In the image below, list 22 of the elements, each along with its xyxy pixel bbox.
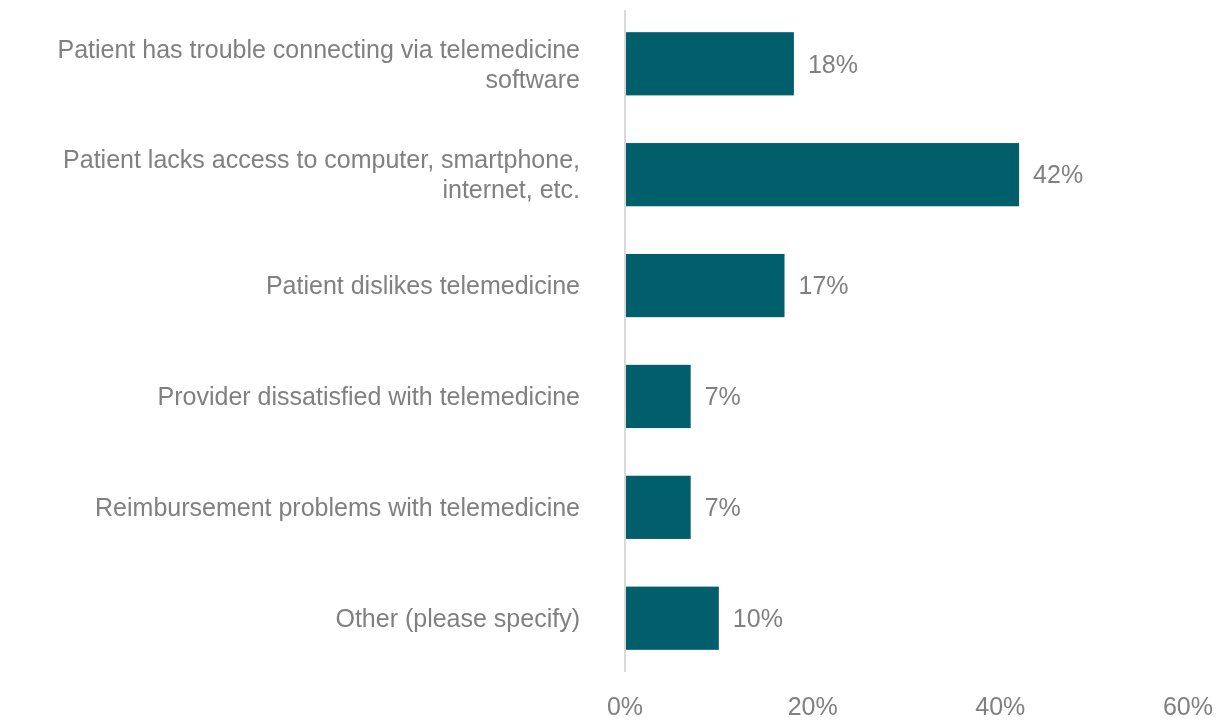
y-tick-label: Reimbursement problems with telemedicine	[95, 493, 580, 522]
x-tick-label: 40%	[975, 691, 1026, 720]
data-label: 42%	[1033, 160, 1084, 189]
bar	[625, 586, 719, 650]
data-label: 7%	[704, 493, 741, 522]
bar	[625, 32, 794, 96]
bar	[625, 253, 785, 318]
x-tick-label: 20%	[787, 691, 838, 720]
bar	[625, 143, 1020, 207]
bar	[625, 475, 691, 539]
data-label: 18%	[807, 49, 858, 78]
bar	[625, 364, 691, 429]
x-tick-label: 60%	[1162, 691, 1214, 720]
data-label: 7%	[704, 382, 741, 411]
x-tick-label: 0%	[606, 691, 644, 720]
data-label: 10%	[732, 603, 783, 632]
y-tick-label: Other (please specify)	[335, 603, 580, 632]
y-tick-label: Patient dislikes telemedicine	[265, 271, 580, 300]
y-tick-label: Patient lacks access to computer, smartphone, internet, etc.	[63, 145, 580, 204]
y-tick-label: Provider dissatisfied with telemedicine	[157, 382, 580, 411]
data-label: 17%	[798, 271, 849, 300]
y-tick-label: Patient has trouble connecting via telemedicine software	[57, 34, 580, 93]
